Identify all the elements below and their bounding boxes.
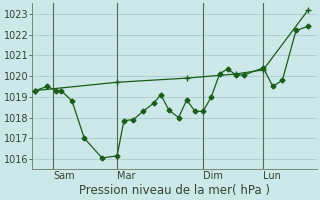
X-axis label: Pression niveau de la mer( hPa ): Pression niveau de la mer( hPa ) — [79, 184, 270, 197]
